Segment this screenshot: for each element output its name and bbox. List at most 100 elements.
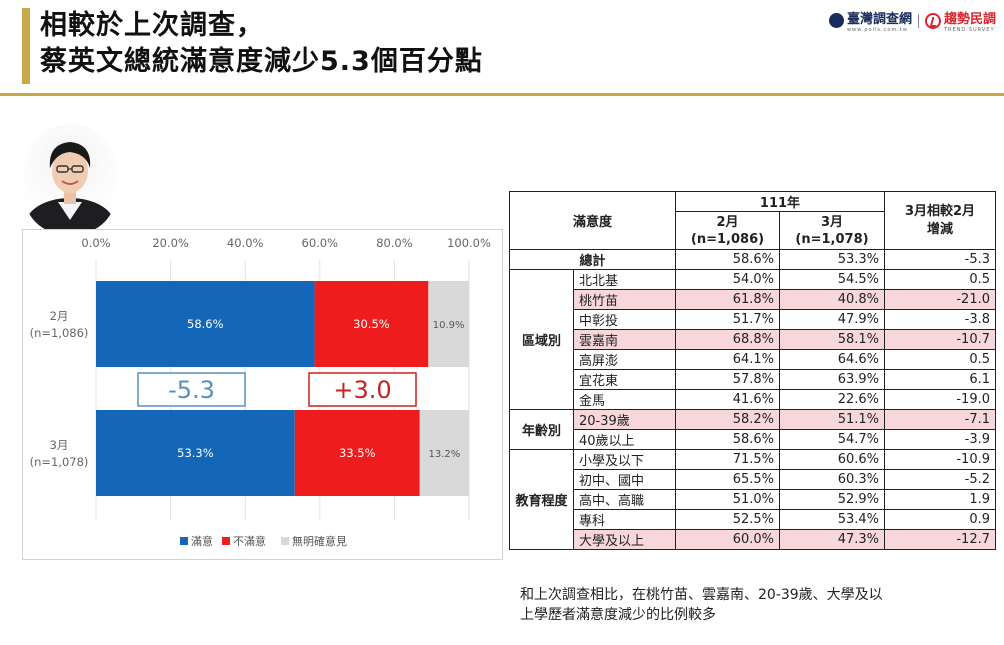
row-label: 高屏澎 — [573, 349, 676, 370]
total-diff: -5.3 — [884, 249, 996, 270]
x-tick-label: 100.0% — [447, 236, 491, 250]
change-annotation-text: -5.3 — [168, 376, 215, 404]
group-label: 年齡別 — [509, 409, 574, 450]
row-feb: 54.0% — [675, 269, 780, 290]
total-mar: 53.3% — [779, 249, 885, 270]
row-mar: 47.3% — [779, 529, 885, 550]
page-title: 相較於上次調查， 蔡英文總統滿意度減少5.3個百分點 — [40, 8, 483, 80]
logo-polls: 臺灣調查網 www.polls.com.tw — [828, 8, 912, 33]
table-row: 年齡別 20-39歲 58.2% 51.1% -7.1 — [509, 409, 996, 450]
row-diff: 0.9 — [884, 509, 996, 530]
x-tick-label: 80.0% — [376, 236, 413, 250]
bar-segment — [294, 410, 420, 496]
row-diff: -3.8 — [884, 309, 996, 330]
change-annotation-box — [137, 372, 246, 407]
total-feb: 58.6% — [675, 249, 780, 270]
row-label: 20-39歲 — [573, 409, 676, 430]
group-label: 區域別 — [509, 269, 574, 410]
row-feb: 68.8% — [675, 329, 780, 350]
row-feb: 51.0% — [675, 489, 780, 510]
x-axis-ticks: 0.0% 20.0% 40.0% 60.0% 80.0% 100.0% — [81, 236, 491, 250]
header-change-line1: 3月相較2月 — [904, 203, 976, 219]
logo-separator — [917, 13, 919, 28]
change-annotation-box — [308, 372, 417, 407]
table-row: 大學及以上 60.0% 47.3% -12.7 — [510, 529, 996, 550]
bar-segment — [314, 281, 429, 367]
table-row-total: 總計 58.6% 53.3% -5.3 — [509, 249, 996, 270]
table-row: 中彰投 51.7% 47.9% -3.8 — [510, 309, 996, 330]
legend: 滿意 不滿意 無明確意見 — [180, 534, 347, 548]
row-feb: 52.5% — [675, 509, 780, 530]
category-label: 2月 — [50, 309, 69, 323]
row-mar: 53.4% — [779, 509, 885, 530]
title-line-1: 相較於上次調查， — [40, 10, 264, 41]
bar-value-label: 13.2% — [428, 449, 460, 460]
total-label: 總計 — [509, 249, 676, 270]
bar-value-label: 33.5% — [339, 446, 376, 460]
category-label: 3月 — [50, 438, 69, 452]
row-feb: 64.1% — [675, 349, 780, 370]
row-label: 初中、國中 — [573, 469, 676, 490]
legend-swatch — [281, 537, 289, 545]
logo-trend: 趨勢民調 TREND SURVEY — [924, 8, 996, 33]
row-label: 北北基 — [573, 269, 676, 290]
logo-trend-sub: TREND SURVEY — [943, 27, 995, 33]
header-feb: 2月 (n=1,086) — [675, 211, 780, 250]
row-feb: 65.5% — [675, 469, 780, 490]
bar-value-label: 30.5% — [353, 317, 390, 331]
legend-label: 不滿意 — [233, 534, 266, 548]
row-mar: 58.1% — [779, 329, 885, 350]
bar-segment — [428, 281, 469, 367]
bar-value-label: 58.6% — [187, 317, 224, 331]
row-diff: 1.9 — [884, 489, 996, 510]
row-label: 金馬 — [573, 389, 676, 410]
legend-label: 滿意 — [191, 534, 213, 548]
logo-polls-sub: www.polls.com.tw — [846, 27, 908, 33]
row-diff: -10.7 — [884, 329, 996, 350]
trend-logo-icon — [924, 12, 941, 29]
bar-segment — [96, 410, 295, 496]
table-row: 宜花東 57.8% 63.9% 6.1 — [510, 369, 996, 390]
category-n-label: (n=1,078) — [30, 455, 89, 469]
row-mar: 52.9% — [779, 489, 885, 510]
change-annotation-text: +3.0 — [333, 376, 391, 404]
header-feb-label: 2月 — [716, 214, 739, 230]
row-feb: 58.2% — [675, 409, 780, 430]
table-row: 教育程度 小學及以下 71.5% 60.6% -10.9 — [509, 449, 996, 550]
stacked-bar-chart: 0.0% 20.0% 40.0% 60.0% 80.0% 100.0% 58.6% 30.5… — [30, 236, 491, 548]
row-mar: 63.9% — [779, 369, 885, 390]
row-diff: -19.0 — [884, 389, 996, 410]
portrait-photo — [24, 124, 116, 234]
row-feb: 57.8% — [675, 369, 780, 390]
logos: 臺灣調查網 www.polls.com.tw 趨勢民調 TREND SURVEY — [828, 8, 996, 33]
table-row: 高中、高職 51.0% 52.9% 1.9 — [510, 489, 996, 510]
group-label: 教育程度 — [509, 449, 574, 550]
table-row: 雲嘉南 68.8% 58.1% -10.7 — [510, 329, 996, 350]
table-row: 高屏澎 64.1% 64.6% 0.5 — [510, 349, 996, 370]
bars: 58.6% 30.5% 10.9% 53.3% 33.5% 13.2% — [96, 281, 469, 496]
row-mar: 54.7% — [779, 429, 885, 450]
row-feb: 60.0% — [675, 529, 780, 550]
table-groups: 區域別 北北基 54.0% 54.5% 0.5 桃竹苗 61.8% 40.8% -21.0 中彰投… — [509, 269, 996, 550]
row-label: 專科 — [573, 509, 676, 530]
title-accent-bar — [22, 8, 30, 84]
portrait-illustration — [26, 142, 114, 234]
annotations: -5.3 +3.0 — [137, 372, 417, 407]
row-diff: -10.9 — [884, 449, 996, 470]
table-row: 40歲以上 58.6% 54.7% -3.9 — [510, 429, 996, 450]
logo-trend-name: 趨勢民調 — [943, 12, 996, 27]
header-change: 3月相較2月 增減 — [884, 191, 996, 250]
row-feb: 51.7% — [675, 309, 780, 330]
bar-value-label: 53.3% — [177, 446, 214, 460]
bar-value-label: 10.9% — [433, 320, 465, 331]
satisfaction-chart: 0.0% 20.0% 40.0% 60.0% 80.0% 100.0% 58.6% 30.5… — [22, 229, 503, 560]
row-mar: 40.8% — [779, 289, 885, 310]
header-satisfaction: 滿意度 — [509, 191, 676, 250]
row-mar: 60.6% — [779, 449, 885, 470]
row-label: 雲嘉南 — [573, 329, 676, 350]
header-year: 111年 — [675, 191, 885, 212]
category-n-label: (n=1,086) — [30, 326, 89, 340]
row-feb: 71.5% — [675, 449, 780, 470]
header-mar-n: (n=1,078) — [795, 231, 869, 247]
row-diff: 0.5 — [884, 269, 996, 290]
